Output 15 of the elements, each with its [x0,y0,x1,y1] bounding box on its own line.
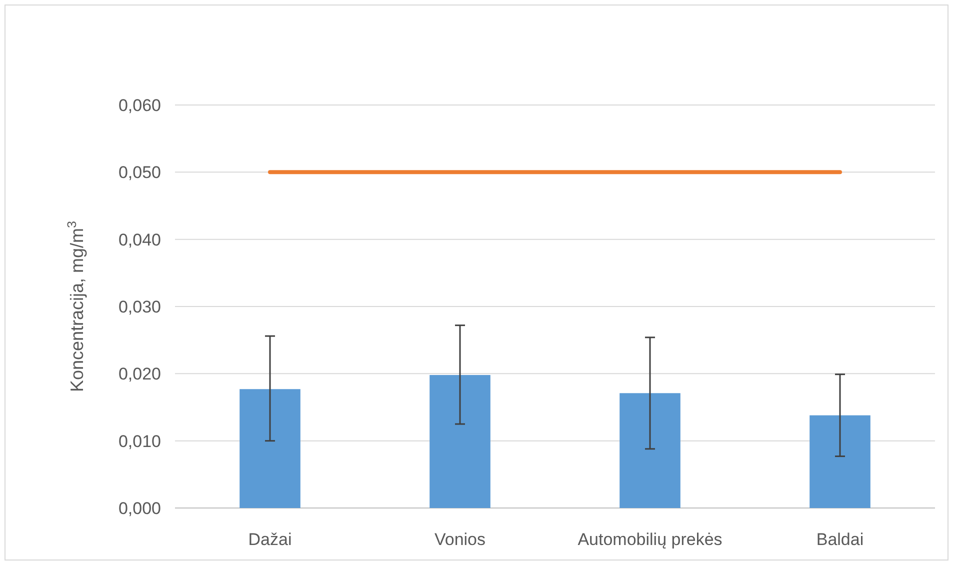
y-tick-label: 0,040 [118,230,161,250]
x-tick-label: Baldai [816,530,864,549]
bar [620,393,680,508]
y-tick-label: 0,010 [118,432,161,451]
y-tick-label: 0,030 [118,297,161,316]
bar [430,375,490,508]
bar [810,415,870,508]
y-tick-label: 0,050 [118,163,161,182]
bar [240,389,300,508]
x-tick-label: Vonios [434,530,486,549]
y-tick-label: 0,020 [118,364,161,384]
x-tick-label: Dažai [248,530,292,549]
y-tick-label: 0,060 [118,96,161,115]
y-tick-label: 0,000 [118,498,161,518]
x-tick-label: Automobilių prekės [578,530,722,549]
